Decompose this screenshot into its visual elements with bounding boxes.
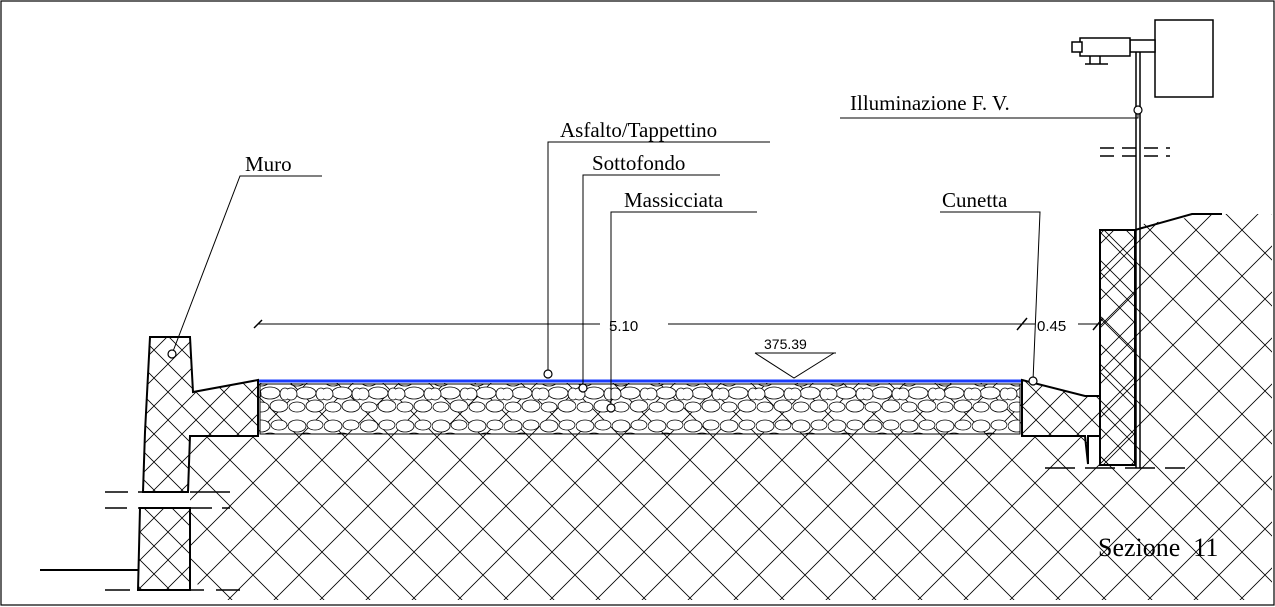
dimension-line bbox=[253, 317, 1104, 331]
dimension-gutter-width: 0.45 bbox=[1037, 318, 1066, 335]
label-muro: Muro bbox=[245, 152, 292, 176]
label-illuminazione: Illuminazione F. V. bbox=[850, 91, 1010, 115]
pole-break-lines bbox=[1100, 147, 1170, 157]
left-wall-lower bbox=[136, 507, 191, 591]
section-title: Sezione 11 bbox=[1098, 533, 1218, 562]
massicciata-layer bbox=[259, 383, 1021, 435]
label-cunetta: Cunetta bbox=[942, 188, 1008, 212]
left-wall bbox=[141, 336, 259, 493]
elevation-marker bbox=[754, 352, 836, 379]
lamp-pole bbox=[1071, 19, 1214, 468]
elevation-value: 375.39 bbox=[764, 336, 807, 352]
cunetta-gutter bbox=[1021, 378, 1101, 465]
right-wall bbox=[1099, 229, 1136, 466]
label-sottofondo: Sottofondo bbox=[592, 151, 685, 175]
label-massicciata: Massicciata bbox=[624, 188, 724, 212]
leader-dots bbox=[167, 105, 1143, 413]
label-asfalto: Asfalto/Tappettino bbox=[560, 118, 717, 142]
wall-break-lines bbox=[105, 491, 230, 509]
dimension-road-width: 5.10 bbox=[609, 318, 638, 335]
